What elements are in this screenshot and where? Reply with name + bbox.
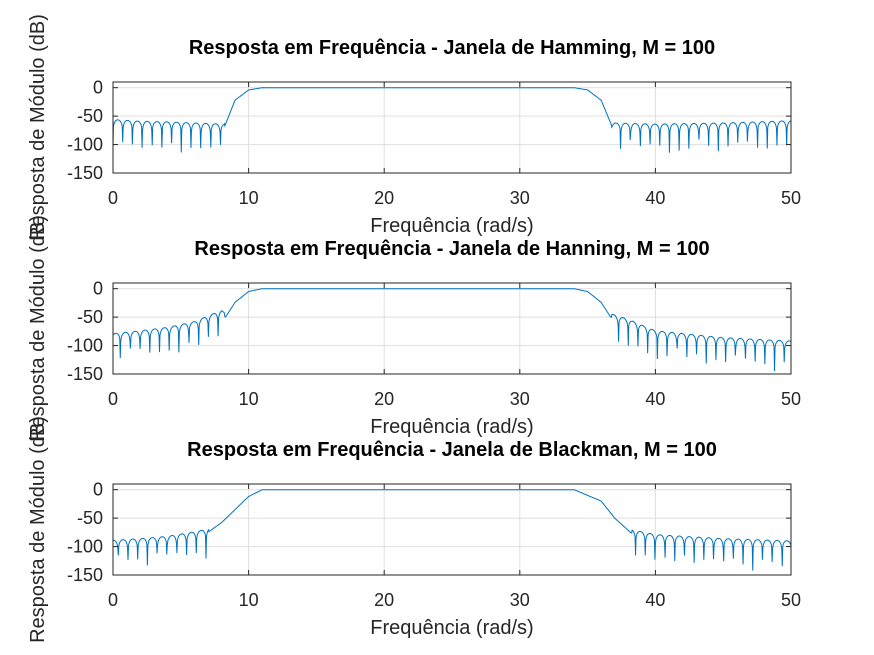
y-tick-label: -100 [67,135,103,155]
axes-frame [112,282,792,375]
y-tick-label: 0 [93,279,103,299]
x-tick-label: 20 [374,188,394,208]
axes-background [113,283,791,374]
x-tick-label: 30 [510,188,530,208]
x-tick-label: 30 [510,389,530,409]
y-tick-label: 0 [93,78,103,98]
y-axis-label: Resposta de Módulo (dB) [27,14,49,241]
x-tick-label: 10 [239,389,259,409]
x-tick-label: 40 [645,590,665,610]
y-axis-label: Resposta de Módulo (dB) [27,416,49,643]
x-tick-label: 0 [108,590,118,610]
y-axis-label: Resposta de Módulo (dB) [27,215,49,442]
response-series-line [112,288,792,372]
x-tick-label: 50 [781,590,801,610]
x-tick-label: 20 [374,389,394,409]
x-tick-label: 30 [510,590,530,610]
axes-background [113,484,791,575]
axes-background [113,82,791,173]
subplot-3: 0 10 20 30 40 50 0 -50 -100 -150 Resposta em Frequ… [27,416,801,643]
x-tick-label: 40 [645,188,665,208]
x-axis-label: Frequência (rad/s) [370,617,533,639]
x-tick-label: 0 [108,389,118,409]
y-tick-label: -100 [67,336,103,356]
x-tick-label: 20 [374,590,394,610]
y-tick-label: -50 [77,508,103,528]
y-tick-label: 0 [93,480,103,500]
x-tick-label: 0 [108,188,118,208]
x-tick-label: 10 [239,188,259,208]
x-tick-label: 50 [781,188,801,208]
y-tick-label: -50 [77,307,103,327]
y-tick-label: -150 [67,565,103,585]
y-tick-label: -100 [67,537,103,557]
x-tick-label: 50 [781,389,801,409]
x-tick-label: 10 [239,590,259,610]
plot-title: Resposta em Frequência - Janela de Hammi… [189,37,715,59]
x-axis-label: Frequência (rad/s) [370,215,533,237]
response-series-line [112,87,792,153]
response-series-line [112,489,792,571]
subplot-1: 0 10 20 30 40 50 0 -50 -100 -150 Resposta em Frequ… [27,14,801,241]
plot-title: Resposta em Frequência - Janela de Black… [187,439,717,461]
x-axis-label: Frequência (rad/s) [370,416,533,438]
y-tick-label: -150 [67,163,103,183]
y-tick-label: -150 [67,364,103,384]
x-tick-label: 40 [645,389,665,409]
plot-title: Resposta em Frequência - Janela de Hanni… [194,238,709,260]
axes-frame [112,81,792,174]
subplot-2: 0 10 20 30 40 50 0 -50 -100 -150 Resposta em Frequ… [27,215,801,442]
y-tick-label: -50 [77,106,103,126]
axes-frame [112,483,792,576]
